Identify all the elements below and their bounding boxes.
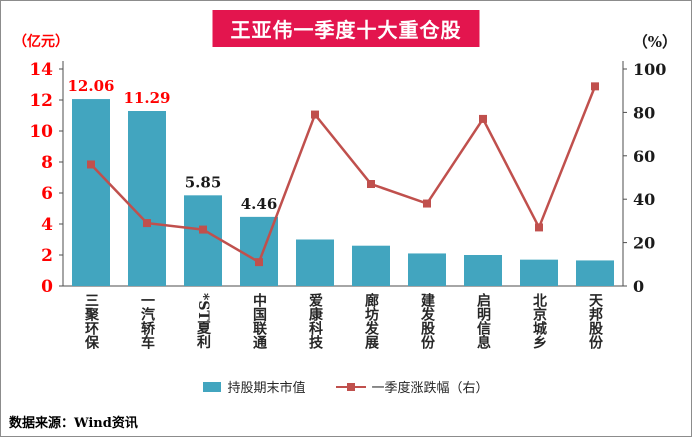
bar-swatch-icon xyxy=(203,381,222,392)
left-tick-label: 10 xyxy=(29,122,53,142)
right-axis-unit: （%） xyxy=(632,33,677,51)
line-marker xyxy=(311,110,319,119)
right-tick-label: 100 xyxy=(633,60,666,79)
legend-bar-label: 持股期末市值 xyxy=(227,381,306,396)
chart-legend: 持股期末市值 一季度涨跌幅（右） xyxy=(1,377,691,396)
legend-item-line: 一季度涨跌幅（右） xyxy=(335,377,489,396)
left-tick-label: 0 xyxy=(41,277,53,297)
bar xyxy=(576,260,614,286)
bar xyxy=(72,99,110,286)
bar-value-label: 4.46 xyxy=(241,195,278,213)
data-source-note: 数据来源：Wind资讯 xyxy=(9,416,138,431)
bar xyxy=(464,255,502,286)
right-tick-label: 40 xyxy=(633,190,655,209)
right-tick-label: 80 xyxy=(633,103,655,122)
line-marker xyxy=(367,180,375,189)
bar-value-label: 5.85 xyxy=(185,173,222,191)
line-series xyxy=(90,85,597,264)
bar xyxy=(296,239,334,286)
left-tick-label: 8 xyxy=(41,153,53,173)
line-marker xyxy=(423,199,431,208)
right-tick-label: 0 xyxy=(633,277,644,296)
line-marker xyxy=(479,114,487,123)
bar xyxy=(128,111,166,286)
bar xyxy=(520,259,558,286)
left-tick-label: 6 xyxy=(41,184,53,204)
right-tick-label: 20 xyxy=(633,234,655,253)
right-tick-label: 60 xyxy=(633,147,655,166)
line-marker xyxy=(591,82,599,91)
bar-value-label: 12.06 xyxy=(68,77,115,95)
legend-item-bar: 持股期末市值 xyxy=(203,377,306,396)
line-marker xyxy=(143,219,151,228)
line-marker xyxy=(255,258,263,267)
bar xyxy=(184,195,222,286)
left-tick-label: 4 xyxy=(41,215,53,235)
left-tick-label: 14 xyxy=(29,60,53,80)
chart-title: 王亚伟一季度十大重仓股 xyxy=(212,10,480,47)
line-marker xyxy=(87,160,95,169)
legend-line-label: 一季度涨跌幅（右） xyxy=(371,381,489,396)
line-marker xyxy=(535,223,543,232)
left-axis-unit: （亿元） xyxy=(13,34,69,50)
left-tick-label: 12 xyxy=(29,91,53,111)
left-tick-label: 2 xyxy=(41,246,53,266)
bar xyxy=(408,253,446,286)
line-swatch-icon xyxy=(335,382,366,392)
bar xyxy=(352,245,390,286)
bar-value-label: 11.29 xyxy=(124,89,171,107)
line-marker xyxy=(199,225,207,234)
